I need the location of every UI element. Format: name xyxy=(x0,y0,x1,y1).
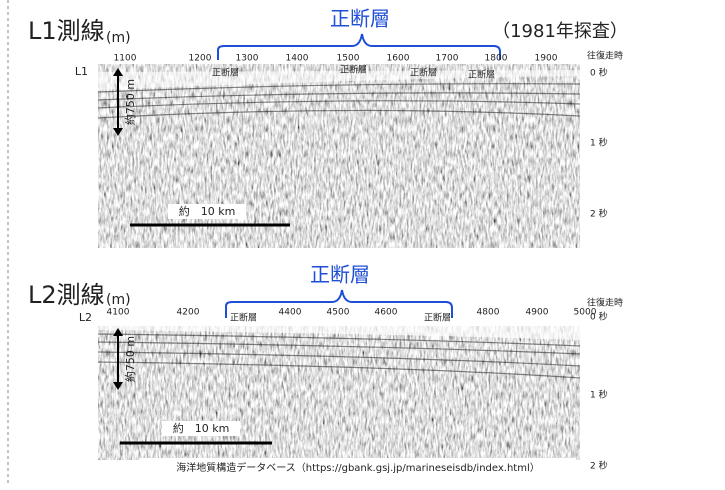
x-tick-label: 1800 xyxy=(485,54,508,64)
seismic-image xyxy=(98,64,580,248)
source: 海洋地質構造データベース（https://gbank.gsj.jp/marine… xyxy=(176,461,539,474)
panel-title: L2測線 xyxy=(28,281,105,309)
time-label: 1 秒 xyxy=(590,389,608,401)
unit: (m) xyxy=(106,30,131,46)
fault-label: 正断層 xyxy=(410,67,437,79)
time-label: 2 秒 xyxy=(590,208,608,220)
x-tick-label: 1400 xyxy=(286,54,309,64)
x-tick-label: 4800 xyxy=(477,308,500,318)
figure: L1測線 (m) 正断層 （1981年探査） L1 1100 1200 1300 14… xyxy=(0,0,725,486)
survey-year: （1981年探査） xyxy=(492,21,628,42)
x-tick-label: 4900 xyxy=(526,308,549,318)
x-tick-label: 1500 xyxy=(337,54,360,64)
fault-label: 正断層 xyxy=(424,312,451,324)
x-tick-label: 1100 xyxy=(114,54,137,64)
fault-label: 正断層 xyxy=(230,312,257,324)
x-tick-label: 4400 xyxy=(279,308,302,318)
unit: (m) xyxy=(106,292,131,308)
line-label: L2 xyxy=(79,311,92,324)
panel-title: L1測線 xyxy=(28,17,105,45)
line-label: L1 xyxy=(75,65,88,78)
time-heading: 往復走時 xyxy=(587,50,623,62)
fault-label: 正断層 xyxy=(212,67,239,79)
x-tick-label: 1200 xyxy=(189,54,212,64)
time-label: 0 秒 xyxy=(590,67,608,79)
x-tick-label: 1300 xyxy=(236,54,259,64)
scale-label: 約 10 km xyxy=(173,421,230,435)
x-tick-label: 4500 xyxy=(327,308,350,318)
fault-heading: 正断層 xyxy=(310,263,370,287)
x-tick-label: 4100 xyxy=(107,308,130,318)
x-tick-label: 1600 xyxy=(387,54,410,64)
time-label: 1 秒 xyxy=(590,137,608,149)
fault-label: 正断層 xyxy=(468,69,495,81)
depth-label: 約750 m xyxy=(123,79,137,125)
time-label: 0 秒 xyxy=(590,311,608,323)
depth-label: 約750 m xyxy=(123,336,137,382)
x-tick-label: 4200 xyxy=(177,308,200,318)
time-heading: 往復走時 xyxy=(587,297,623,309)
time-label: 2 秒 xyxy=(590,460,608,472)
scale-label: 約 10 km xyxy=(179,204,236,218)
x-tick-label: 1700 xyxy=(436,54,459,64)
x-tick-label: 1900 xyxy=(535,54,558,64)
fault-label: 正断層 xyxy=(340,64,367,76)
x-tick-label: 4600 xyxy=(375,308,398,318)
fault-heading: 正断層 xyxy=(330,7,390,31)
